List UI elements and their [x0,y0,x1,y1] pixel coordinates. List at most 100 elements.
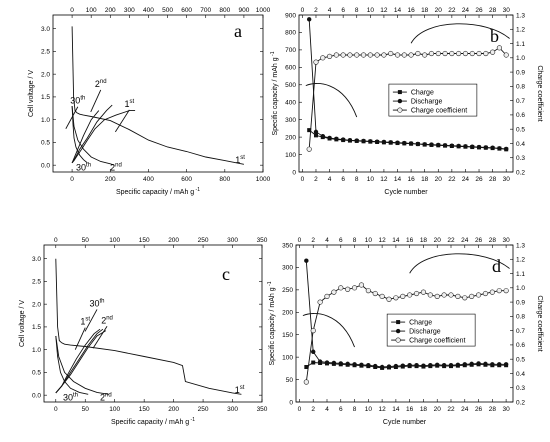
x-axis-label-sup: -1 [194,187,200,193]
discharge-marker [338,361,343,366]
y-tick-label: 150 [282,332,293,339]
x-tick-label: 26 [475,176,483,183]
coefficient-marker [503,288,509,294]
legend-label: Charge coefficient [411,107,467,114]
x-top-tick-label: 0 [298,237,302,244]
y-tick-label: 800 [285,30,296,37]
y-tick-label: 350 [282,242,293,249]
plot-frame [43,244,263,403]
coefficient-marker [496,288,502,294]
x-top-tick-label: 18 [421,7,429,14]
coefficient-marker [303,379,309,385]
x-tick-label: 18 [420,406,428,413]
discharge-marker [334,136,339,142]
coefficient-marker [386,296,392,302]
legend: Charge Discharge Charge coefficient [386,313,476,347]
pointer-left-axis [302,313,355,348]
discharge-marker [428,363,433,368]
discharge-marker [324,360,330,365]
cycle-annotation-sup: st [85,317,90,323]
x-tick-label: 600 [181,176,192,183]
x-top-tick-label: 100 [109,237,120,244]
y2-tick-label: 0.3 [516,385,525,392]
discharge-marker [429,142,434,147]
annotation-pointer [114,109,130,133]
coefficient-marker [435,50,441,57]
charge-marker [313,133,318,138]
cycle-annotation: 1st [125,99,135,109]
x-top-tick-label: 900 [238,7,249,14]
x-tick-label: 26 [475,406,483,413]
panel-letter: d [492,256,501,276]
x-tick-label: 6 [339,406,343,413]
discharge-marker [331,360,337,366]
x-tick-label: 16 [407,176,415,183]
discharge-marker [436,142,441,148]
y2-tick-label: 1.0 [516,285,525,292]
discharge-marker [441,363,447,368]
cycle-annotation-sup: nd [106,315,113,321]
y-axis-label: Specific capacity / mAh g -1 [267,281,276,365]
x-top-tick-label: 500 [162,7,173,14]
x-top-tick-label: 20 [435,7,443,14]
x-tick-label: 1000 [256,176,271,183]
coefficient-marker [420,289,427,295]
voltage-curve [55,328,101,394]
y-tick-label: 2.5 [32,279,41,286]
x-tick-label: 100 [109,406,120,413]
discharge-marker [421,363,426,368]
coefficient-marker [469,293,475,299]
coefficient-marker [372,290,378,297]
y-tick-label: 2.0 [32,301,41,308]
coefficient-marker [351,285,358,291]
coefficient-marker [358,282,365,288]
coefficient-marker [340,52,346,58]
plot-frame [298,14,514,173]
y2-axis-label: Charge coefficient [536,295,543,351]
coefficient-marker [428,50,435,57]
coefficient-marker [317,299,323,305]
x-top-tick-label: 50 [82,237,90,244]
coefficient-marker [313,59,319,65]
x-tick-label: 0 [301,176,305,183]
y-tick-label: 400 [285,100,296,107]
coefficient-marker [326,53,333,59]
discharge-marker [455,362,461,367]
y2-tick-label: 1.2 [516,27,525,34]
x-top-tick-label: 18 [420,237,428,244]
discharge-marker [381,139,387,145]
x-top-tick-label: 0 [70,7,74,14]
series-line [308,129,507,150]
discharge-marker [407,363,412,368]
coefficient-marker [324,293,330,299]
cycle-annotation: 1st [235,155,245,165]
x-top-tick-label: 8 [353,237,357,244]
panel-c: 0 50 100 150 200 250 300 350 0 50 100 150 200 250 300 3… [19,237,268,426]
panel-letter: c [222,264,230,284]
x-top-tick-label: 6 [341,7,345,14]
x-tick-label: 8 [355,176,359,183]
coefficient-marker [306,146,312,152]
x-top-tick-label: 30 [503,7,511,14]
coefficient-marker [310,328,316,334]
discharge-marker [359,362,364,367]
x-top-tick-label: 26 [475,237,483,244]
legend-marker-charge [396,320,401,325]
coefficient-marker [489,289,495,295]
x-top-tick-label: 1000 [256,7,271,14]
coefficient-marker [441,292,447,298]
x-top-tick-label: 28 [489,237,497,244]
coefficient-marker [345,286,351,292]
x-top-tick-label: 600 [181,7,192,14]
x-top-tick-label: 16 [406,237,414,244]
cycle-annotation-sup: st [240,385,245,391]
y-tick-label: 1.5 [32,324,41,331]
cycle-annotation: 1st [80,317,90,327]
y2-tick-label: 0.8 [516,84,525,91]
y-tick-label: 2.5 [41,49,50,56]
legend-marker-coefficient [395,337,401,343]
y2-tick-label: 0.6 [516,342,525,349]
x-tick-label: 28 [489,406,497,413]
x-top-tick-label: 350 [257,237,268,244]
discharge-marker [313,129,319,135]
